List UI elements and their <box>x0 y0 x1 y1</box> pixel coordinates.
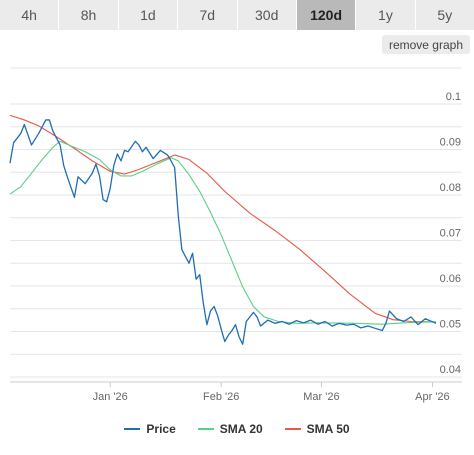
legend-item-sma-20[interactable]: SMA 20 <box>197 422 263 436</box>
tab-4h[interactable]: 4h <box>0 0 60 30</box>
y-tick-label: 0.05 <box>440 319 461 331</box>
price-chart: 0.04 0.05 0.06 0.07 0.08 0.09 0.1 Jan '26 Feb '2… <box>9 67 462 403</box>
legend-label: SMA 50 <box>306 422 350 436</box>
chart-legend: Price SMA 20 SMA 50 <box>0 420 474 438</box>
legend-item-sma-50[interactable]: SMA 50 <box>284 422 350 436</box>
series-line-sma-50 <box>9 114 437 323</box>
tab-8h[interactable]: 8h <box>59 0 119 30</box>
y-tick-label: 0.04 <box>440 364 461 376</box>
tab-120d[interactable]: 120d <box>296 0 357 30</box>
series-line-sma-20 <box>9 140 437 325</box>
x-tick-label: Mar '26 <box>303 391 339 403</box>
legend-label: Price <box>146 422 176 436</box>
series-line-price <box>9 119 437 345</box>
remove-graph-button[interactable]: remove graph <box>381 35 470 54</box>
tab-30d[interactable]: 30d <box>237 0 297 30</box>
tab-1d[interactable]: 1d <box>118 0 179 30</box>
x-tick-label: Apr '26 <box>415 391 450 403</box>
legend-swatch <box>284 428 301 430</box>
y-tick-label: 0.09 <box>440 137 461 149</box>
y-tick-label: 0.08 <box>440 182 461 194</box>
timeframe-tabs: 4h 8h 1d 7d 30d 120d 1y 5y <box>0 0 474 30</box>
tab-5y[interactable]: 5y <box>415 0 474 30</box>
legend-item-price[interactable]: Price <box>124 422 176 436</box>
legend-label: SMA 20 <box>219 422 263 436</box>
tab-7d[interactable]: 7d <box>178 0 238 30</box>
y-tick-label: 0.06 <box>440 273 461 285</box>
x-tick-label: Feb '26 <box>203 391 239 403</box>
x-tick-label: Jan '26 <box>93 391 128 403</box>
tab-1y[interactable]: 1y <box>356 0 416 30</box>
legend-swatch <box>124 428 141 430</box>
y-tick-label: 0.07 <box>440 228 461 240</box>
y-tick-label: 0.1 <box>446 91 461 103</box>
legend-swatch <box>197 428 214 430</box>
